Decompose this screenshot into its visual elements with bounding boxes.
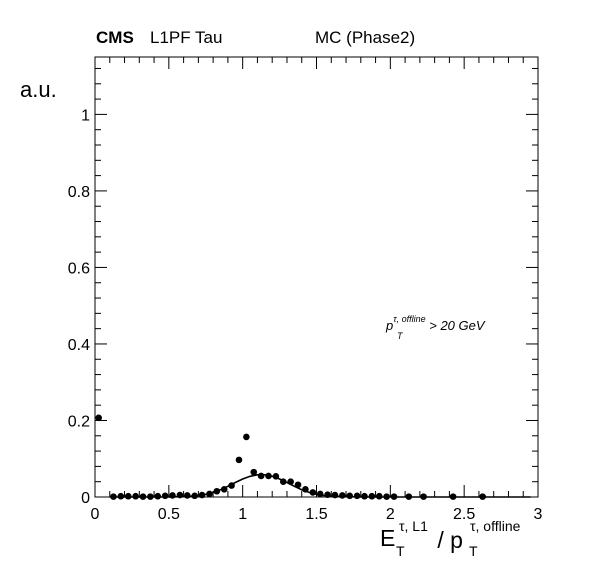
annotation-sup: τ, offline bbox=[393, 314, 425, 324]
x-axis-label-sub2: T bbox=[469, 543, 478, 559]
y-tick-label: 0.4 bbox=[68, 337, 90, 354]
data-point bbox=[117, 492, 125, 500]
data-point bbox=[302, 486, 309, 493]
data-point bbox=[361, 492, 368, 500]
x-axis-label-slash: / p bbox=[431, 527, 463, 553]
data-point bbox=[479, 493, 486, 500]
data-point bbox=[183, 492, 191, 499]
data-point bbox=[124, 492, 132, 500]
data-point bbox=[287, 478, 294, 485]
data-point bbox=[316, 490, 324, 498]
x-tick-label: 0.5 bbox=[158, 506, 180, 523]
x-tick-labels: 0 0.5 1 1.5 2 2.5 3 bbox=[91, 506, 543, 523]
data-point bbox=[228, 482, 235, 489]
data-point bbox=[390, 493, 398, 500]
data-point bbox=[346, 492, 354, 500]
data-point bbox=[169, 492, 176, 499]
selection-annotation: pτ, offline > 20 GeV bbox=[385, 314, 486, 333]
x-axis-label-sup2: τ, offline bbox=[470, 518, 521, 534]
y-tick-label: 0.8 bbox=[68, 184, 90, 201]
trigger-label: L1PF Tau bbox=[150, 28, 222, 47]
data-point bbox=[375, 492, 383, 500]
data-point bbox=[139, 493, 147, 500]
x-axis-label-sup: τ, L1 bbox=[399, 518, 428, 534]
x-tick-label: 3 bbox=[534, 506, 543, 523]
data-point bbox=[176, 491, 184, 499]
data-point bbox=[257, 472, 265, 480]
y-tick-labels: 0 0.2 0.4 0.6 0.8 1 bbox=[68, 107, 90, 507]
y-tick-label: 0.6 bbox=[68, 260, 90, 277]
plot-frame bbox=[94, 56, 539, 498]
annotation-sub: T bbox=[397, 331, 404, 341]
y-axis-label: a.u. bbox=[20, 77, 57, 102]
experiment-label: CMS bbox=[96, 28, 134, 47]
data-point bbox=[213, 487, 221, 495]
data-point bbox=[110, 493, 117, 500]
data-point bbox=[95, 414, 102, 422]
data-points bbox=[95, 414, 486, 500]
data-point bbox=[279, 478, 287, 485]
data-point bbox=[449, 493, 457, 500]
data-point bbox=[243, 433, 250, 441]
x-axis-label-sub: T bbox=[396, 543, 405, 559]
x-tick-label: 2 bbox=[386, 506, 395, 523]
x-axis-label: E T τ, L1 / p T τ, offline bbox=[380, 518, 521, 559]
data-point bbox=[420, 493, 427, 500]
sample-label: MC (Phase2) bbox=[315, 28, 415, 47]
data-point bbox=[339, 492, 346, 499]
data-point bbox=[206, 490, 213, 498]
data-point bbox=[147, 493, 154, 500]
x-tick-label: 1 bbox=[238, 506, 247, 523]
data-point bbox=[235, 456, 243, 464]
data-point bbox=[294, 481, 302, 489]
data-point bbox=[353, 492, 361, 500]
data-point bbox=[191, 492, 198, 500]
x-tick-label: 2.5 bbox=[453, 506, 475, 523]
data-point bbox=[368, 492, 376, 500]
x-tick-label: 0 bbox=[91, 506, 100, 523]
y-tick-label: 1 bbox=[81, 107, 90, 124]
data-point bbox=[331, 491, 339, 499]
annotation-p: p bbox=[385, 318, 393, 333]
y-tick-label: 0 bbox=[81, 490, 90, 507]
annotation-rest: > 20 GeV bbox=[426, 318, 486, 333]
y-tick-label: 0.2 bbox=[68, 413, 90, 430]
x-tick-label: 1.5 bbox=[305, 506, 327, 523]
data-point bbox=[161, 492, 169, 500]
data-point bbox=[309, 489, 317, 496]
data-point bbox=[324, 491, 331, 499]
data-point bbox=[405, 493, 413, 500]
data-point bbox=[265, 472, 272, 480]
data-point bbox=[154, 492, 162, 500]
data-point bbox=[198, 491, 206, 499]
data-point bbox=[220, 486, 228, 493]
data-point bbox=[132, 492, 139, 500]
data-point bbox=[250, 468, 258, 476]
data-point bbox=[272, 473, 280, 480]
data-point bbox=[383, 493, 390, 500]
x-axis-label-main: E bbox=[380, 525, 395, 551]
axis-ticks bbox=[94, 57, 539, 498]
